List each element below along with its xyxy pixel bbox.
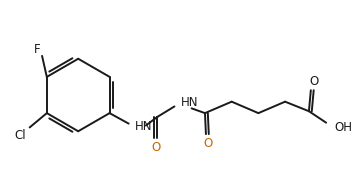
Text: O: O <box>309 75 318 88</box>
Text: Cl: Cl <box>14 129 26 142</box>
Text: O: O <box>203 137 213 150</box>
Text: HN: HN <box>181 96 199 109</box>
Text: O: O <box>152 141 161 154</box>
Text: HN: HN <box>136 120 153 133</box>
Text: OH: OH <box>335 121 352 134</box>
Text: F: F <box>34 43 40 56</box>
